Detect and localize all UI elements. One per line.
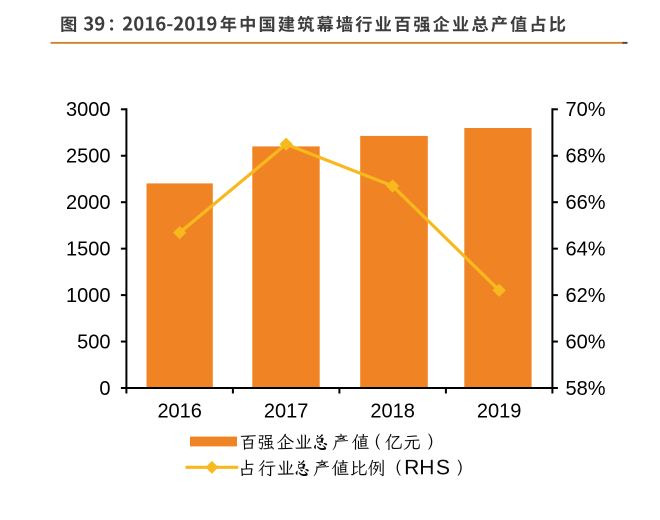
svg-text:2019: 2019: [477, 401, 522, 423]
svg-text:60%: 60%: [566, 331, 606, 353]
svg-text:1500: 1500: [66, 239, 111, 261]
svg-text:2000: 2000: [66, 192, 111, 214]
svg-text:1000: 1000: [66, 285, 111, 307]
svg-text:68%: 68%: [566, 146, 606, 168]
svg-text:64%: 64%: [566, 239, 606, 261]
svg-text:500: 500: [77, 331, 110, 353]
svg-text:70%: 70%: [566, 99, 606, 121]
svg-text:0: 0: [99, 378, 110, 400]
svg-text:2016: 2016: [157, 401, 202, 423]
svg-text:58%: 58%: [566, 378, 606, 400]
svg-text:66%: 66%: [566, 192, 606, 214]
svg-text:2018: 2018: [370, 401, 415, 423]
svg-text:62%: 62%: [566, 285, 606, 307]
svg-text:2500: 2500: [66, 146, 111, 168]
svg-text:3000: 3000: [66, 99, 111, 121]
svg-text:2017: 2017: [264, 401, 309, 423]
